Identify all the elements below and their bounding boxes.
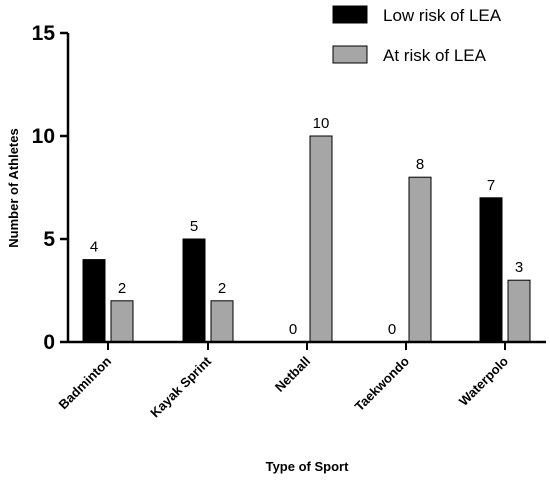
bar-low-risk-kayak-sprint [182,238,206,343]
y-tick-label: 15 [32,22,56,45]
bar-at-risk-waterpolo [507,279,531,343]
bar-at-risk-kayak-sprint [210,300,234,343]
x-tick-label: Badminton [56,353,115,412]
data-label-at-risk-netball: 10 [313,115,330,132]
data-label-low-risk-kayak-sprint: 5 [190,218,198,235]
y-tick-label: 0 [43,331,55,354]
y-axis-title: Number of Athletes [6,128,21,247]
data-label-at-risk-badminton: 2 [118,280,126,297]
legend-label-at-risk: At risk of LEA [383,46,487,65]
x-tick-label: Netball [272,354,313,395]
bar-at-risk-taekwondo [408,176,432,343]
legend: Low risk of LEA At risk of LEA [332,5,502,65]
legend-swatch-at-risk [332,45,368,64]
data-label-at-risk-taekwondo: 8 [416,156,424,173]
data-label-low-risk-waterpolo: 7 [487,177,495,194]
data-label-low-risk-taekwondo: 0 [388,321,396,338]
x-axis-title: Type of Sport [266,459,349,474]
y-ticks-layer: 0 5 10 15 [32,22,68,354]
bar-low-risk-waterpolo [479,197,503,343]
bar-low-risk-badminton [82,259,106,343]
bar-at-risk-badminton [110,300,134,343]
data-label-at-risk-kayak-sprint: 2 [218,280,226,297]
data-label-at-risk-waterpolo: 3 [515,259,523,276]
x-tick-label: Kayak Sprint [147,353,214,420]
y-tick-label: 10 [32,125,55,148]
x-ticks-layer: Badminton Kayak Sprint Netball Taekwondo Wat… [56,342,511,420]
x-tick-label: Waterpolo [456,353,511,408]
bars-layer [82,135,531,343]
bar-at-risk-netball [309,135,333,343]
y-tick-label: 5 [43,228,55,251]
data-label-low-risk-badminton: 4 [90,239,98,256]
legend-label-low-risk: Low risk of LEA [383,6,502,25]
data-label-low-risk-netball: 0 [289,321,297,338]
legend-swatch-low-risk [332,5,368,24]
x-tick-label: Taekwondo [352,353,413,414]
